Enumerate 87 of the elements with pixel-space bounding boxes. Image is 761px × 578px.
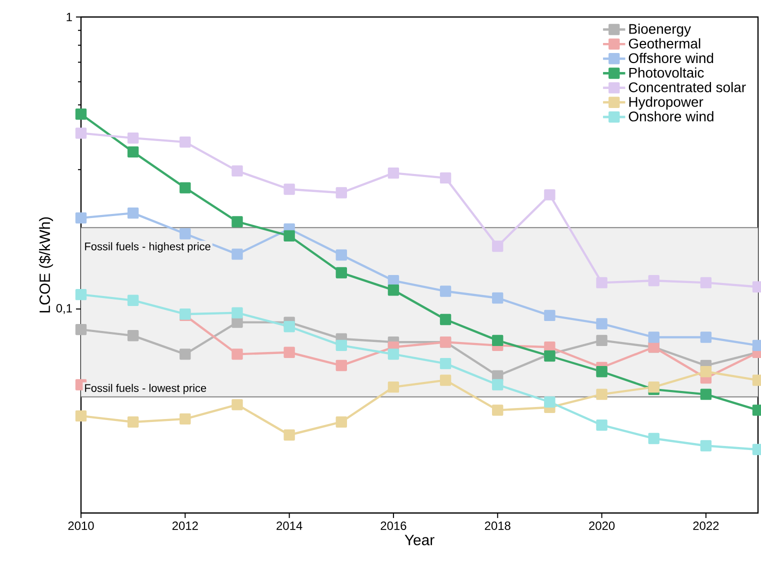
point xyxy=(388,381,400,393)
point xyxy=(700,440,712,452)
point xyxy=(440,314,452,326)
point xyxy=(232,348,243,360)
legend-label: Photovoltaic xyxy=(629,67,704,78)
legend-label: Bioenergy xyxy=(629,24,691,37)
legend-label: Concentrated solar xyxy=(628,82,746,92)
point xyxy=(232,248,243,260)
point xyxy=(440,172,452,184)
point xyxy=(440,358,452,370)
point xyxy=(336,340,347,352)
point xyxy=(232,165,243,177)
ref-line-label: Fossil fuels - lowest price xyxy=(85,384,206,394)
point xyxy=(596,388,608,400)
point xyxy=(648,332,660,343)
point xyxy=(700,388,712,400)
x-axis-title: Year xyxy=(404,534,434,546)
point xyxy=(75,128,87,139)
point xyxy=(232,216,243,228)
ref-line-label: Fossil fuels - highest price xyxy=(85,242,210,252)
legend-label: Hydropower xyxy=(629,96,704,110)
point xyxy=(127,207,139,219)
point xyxy=(75,108,87,120)
point xyxy=(180,182,191,194)
point xyxy=(388,167,400,179)
point xyxy=(232,307,243,318)
point xyxy=(75,410,87,422)
legend-label: Onshore wind xyxy=(628,111,714,122)
y-tick-label: 0,1 xyxy=(56,304,72,314)
point xyxy=(127,416,139,428)
point xyxy=(284,321,295,332)
point xyxy=(232,316,243,328)
point xyxy=(336,416,347,428)
point xyxy=(492,240,504,252)
x-tick-label: 2012 xyxy=(172,522,198,530)
point xyxy=(336,249,347,261)
point xyxy=(492,404,504,416)
point xyxy=(180,413,191,425)
point xyxy=(284,346,295,358)
point xyxy=(75,212,87,224)
legend-label: Offshore wind xyxy=(628,52,714,64)
x-tick-label: 2018 xyxy=(484,522,510,530)
x-tick-label: 2010 xyxy=(68,522,94,530)
point xyxy=(180,348,191,360)
point xyxy=(284,429,295,441)
point xyxy=(596,366,608,378)
point xyxy=(336,187,347,198)
point xyxy=(127,294,139,306)
point xyxy=(284,184,295,195)
point xyxy=(492,292,504,304)
point xyxy=(596,277,608,288)
point xyxy=(127,132,139,144)
point xyxy=(388,348,400,360)
point xyxy=(492,379,504,390)
point xyxy=(648,432,660,444)
point xyxy=(180,136,191,148)
y-axis-title: LCOE ($/kWh) xyxy=(38,217,54,312)
point xyxy=(700,366,712,378)
point xyxy=(544,396,556,408)
point xyxy=(440,374,452,386)
x-tick-label: 2022 xyxy=(693,522,719,530)
point xyxy=(648,275,660,286)
point xyxy=(596,318,608,330)
point xyxy=(700,277,712,288)
point xyxy=(75,324,87,336)
point xyxy=(232,399,243,410)
point xyxy=(75,288,87,300)
x-tick-label: 2020 xyxy=(589,522,615,530)
x-tick-label: 2016 xyxy=(380,522,406,530)
point xyxy=(127,146,139,158)
point xyxy=(180,228,191,240)
y-tick-label: 1 xyxy=(66,12,72,22)
x-tick-label: 2014 xyxy=(276,522,302,530)
point xyxy=(336,267,347,278)
point xyxy=(544,189,556,200)
legend-label: Geothermal xyxy=(628,38,700,49)
point xyxy=(544,310,556,322)
point xyxy=(596,334,608,346)
point xyxy=(388,284,400,296)
point xyxy=(127,330,139,342)
point xyxy=(700,332,712,343)
point xyxy=(596,420,608,431)
point xyxy=(648,381,660,393)
point xyxy=(336,360,347,372)
point xyxy=(440,286,452,297)
point xyxy=(284,230,295,242)
point xyxy=(492,334,504,346)
